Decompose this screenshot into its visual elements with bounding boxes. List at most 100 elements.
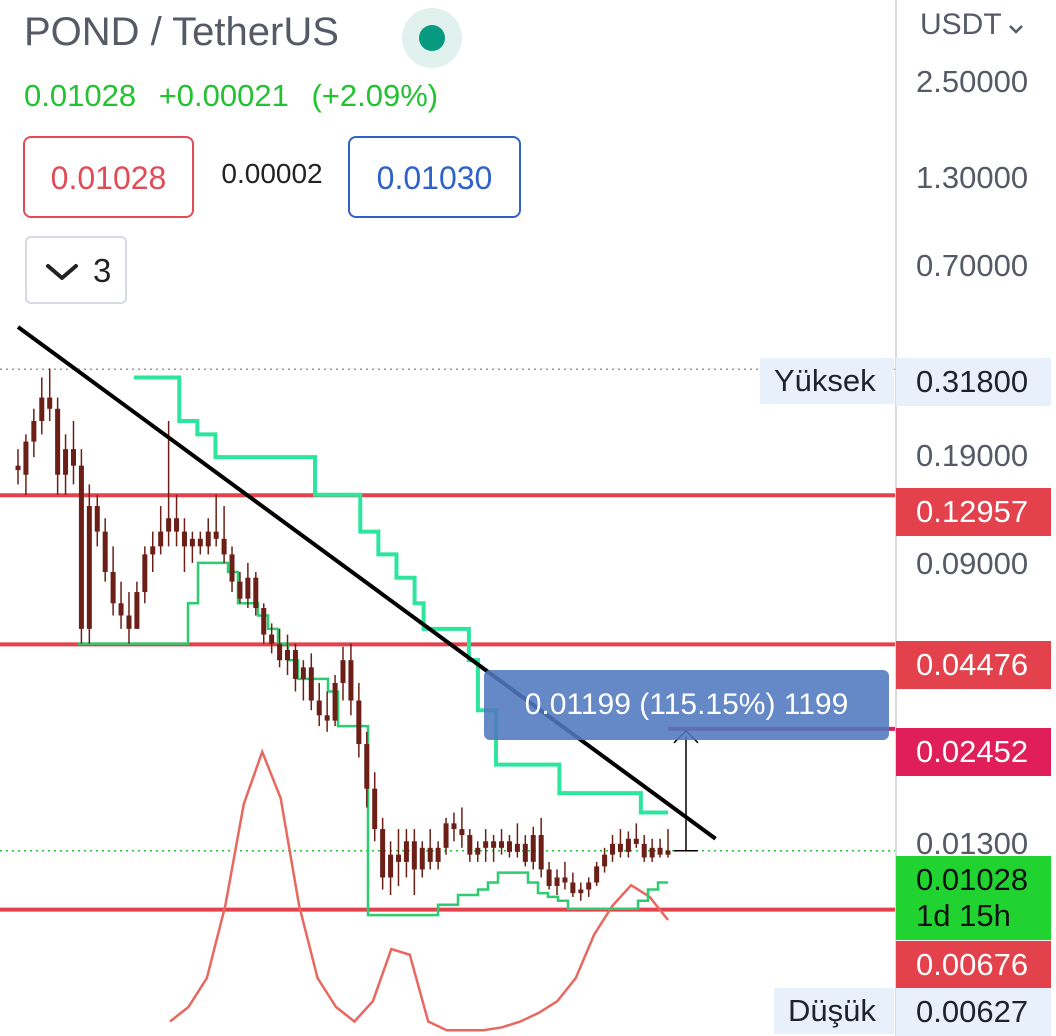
candle-body [31, 420, 37, 442]
high-value-tag: 0.31800 [896, 358, 1051, 406]
candle-body [546, 869, 552, 886]
candle-body [134, 592, 140, 629]
candle-body [332, 682, 338, 721]
oscillator-line [169, 748, 669, 1032]
candle-body [372, 788, 378, 830]
candle-body [483, 841, 489, 848]
candle-body [388, 854, 394, 878]
candle-body [435, 847, 441, 862]
indicators-count: 3 [93, 252, 112, 289]
candle-body [570, 882, 576, 894]
candle-body [610, 843, 616, 855]
candle-body [15, 465, 21, 471]
candle-body [316, 700, 322, 716]
candle-body [602, 854, 608, 867]
candle-body [55, 408, 61, 475]
candle-body [356, 700, 362, 745]
candle-body [348, 660, 354, 701]
current-price-tag: 0.01028 1d 15h [896, 856, 1051, 940]
candle-body [285, 650, 291, 661]
candle-body [47, 397, 53, 409]
measure-result-label: 0.01199 (115.15%) 1199 [484, 670, 889, 740]
candle-body [491, 841, 497, 848]
candle-body [245, 577, 251, 599]
candle-body [253, 577, 259, 609]
candle-body [411, 841, 417, 870]
candle-body [459, 829, 465, 836]
candle-body [277, 643, 283, 661]
change-absolute: +0.00021 [158, 78, 289, 113]
candle-body [118, 603, 124, 616]
candle-body [665, 850, 671, 855]
live-dot-icon [419, 25, 445, 51]
candle-body [380, 829, 386, 878]
axis-tick-label: 0.09000 [916, 546, 1029, 581]
candle-body [443, 823, 449, 848]
candle-body [403, 841, 409, 862]
candle-body [300, 667, 306, 679]
candle-body [586, 882, 592, 890]
candle-body [78, 465, 84, 629]
candle-body [514, 843, 520, 852]
indicators-toggle-button[interactable]: 3 [25, 236, 127, 304]
sell-button[interactable]: 0.01028 [23, 136, 194, 218]
axis-tick-label: 0.01300 [916, 826, 1029, 861]
axis-tick-label: 0.70000 [916, 248, 1029, 283]
candle-body [158, 531, 164, 547]
candle-body [427, 847, 433, 862]
chevron-down-icon [1008, 25, 1023, 34]
candle-body [419, 847, 425, 870]
candle-body [86, 506, 92, 629]
candle-body [39, 397, 45, 421]
axis-tick-label: 2.50000 [916, 64, 1029, 99]
candle-body [150, 546, 156, 555]
chevron-down-icon [46, 264, 78, 280]
measure-tool-layer[interactable] [668, 726, 895, 852]
candle-body [181, 531, 187, 547]
candle-body [324, 715, 330, 721]
candle-body [395, 854, 401, 862]
candle-body [126, 615, 132, 629]
buy-button[interactable]: 0.01030 [348, 136, 521, 218]
candle-body [562, 877, 568, 883]
candle-body [110, 571, 116, 604]
candle-body [102, 531, 108, 572]
candle-body [451, 823, 457, 830]
level-tag-1[interactable]: 0.12957 [896, 488, 1051, 536]
axis-tick-label: 1.30000 [916, 160, 1029, 195]
candle-body [506, 841, 512, 852]
candle-body [308, 667, 314, 701]
currency-selector[interactable]: USDT [920, 8, 1024, 42]
candle-body [166, 518, 172, 532]
level-tag-3[interactable]: 0.00676 [896, 941, 1051, 989]
candle-body [221, 538, 227, 555]
candle-body [63, 449, 69, 475]
symbol-title[interactable]: POND / TetherUS [24, 10, 339, 54]
candle-body [23, 441, 29, 475]
candle-countdown: 1d 15h [916, 898, 1011, 933]
candle-body [538, 835, 544, 870]
candles-layer [15, 368, 671, 901]
candle-body [94, 506, 100, 532]
change-percent: (+2.09%) [311, 78, 439, 113]
candle-body [594, 866, 600, 883]
candle-body [522, 843, 528, 862]
candle-body [237, 581, 243, 599]
candle-body [292, 650, 298, 679]
candle-body [189, 538, 195, 547]
candle-body [174, 518, 180, 532]
price-change-line: 0.01028 +0.00021 (+2.09%) [24, 78, 452, 114]
lower-channel-line [78, 561, 668, 917]
candle-body [197, 538, 203, 547]
level-tag-2[interactable]: 0.04476 [896, 641, 1051, 689]
candle-body [633, 838, 639, 844]
candle-body [554, 877, 560, 886]
target-level-tag[interactable]: 0.02452 [896, 728, 1051, 776]
candle-body [475, 847, 481, 855]
candle-body [641, 843, 647, 858]
low-label: Düşük [774, 988, 894, 1034]
market-open-indicator [402, 8, 462, 68]
last-price: 0.01028 [24, 78, 137, 113]
candle-body [142, 554, 148, 593]
trendline-layer[interactable] [16, 325, 717, 841]
